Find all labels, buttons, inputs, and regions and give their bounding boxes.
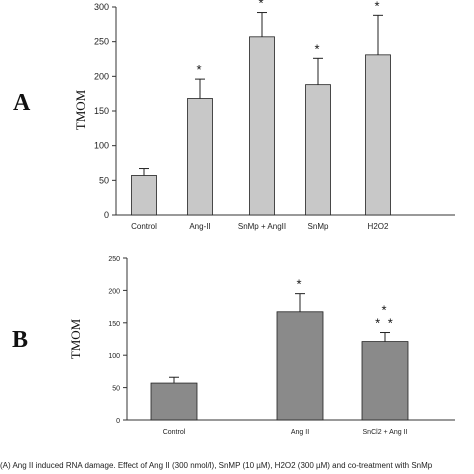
x-tick-label: Control — [163, 429, 186, 436]
significance-marker: * — [196, 62, 203, 77]
bar — [305, 84, 331, 216]
bar — [150, 382, 198, 421]
x-tick-label: SnMp + AngII — [238, 222, 286, 231]
bar — [249, 36, 275, 216]
y-tick-label: 0 — [116, 418, 120, 425]
y-tick-label: 250 — [94, 37, 109, 47]
significance-marker: * — [374, 0, 381, 13]
bar — [365, 54, 391, 216]
y-axis-label: TMOM — [73, 89, 88, 130]
y-tick-label: 250 — [108, 256, 120, 263]
y-axis-label: TMOM — [68, 318, 83, 359]
bar — [131, 175, 157, 216]
y-tick-label: 200 — [94, 71, 109, 81]
y-tick-label: 0 — [104, 210, 109, 220]
bar — [187, 98, 213, 216]
x-tick-label: H2O2 — [368, 222, 389, 231]
figure-caption: (A) Ang II induced RNA damage. Effect of… — [0, 461, 433, 470]
significance-marker: * — [296, 277, 303, 292]
x-tick-label: SnMp — [308, 222, 329, 231]
x-tick-label: Ang-II — [189, 222, 210, 231]
y-tick-label: 100 — [108, 353, 120, 360]
y-tick-label: 150 — [94, 106, 109, 116]
x-tick-label: SnCl2 + Ang II — [363, 429, 408, 436]
panel-label: A — [13, 90, 31, 116]
chart-panel-a: A TMOM 0 50 100 150 200 250 300 Control * Ang-II * Sn… — [13, 0, 455, 231]
significance-marker: * * — [375, 316, 395, 331]
y-tick-label: 50 — [112, 386, 120, 393]
y-tick-label: 50 — [99, 175, 109, 185]
y-tick-label: 100 — [94, 141, 109, 151]
x-tick-label: Control — [131, 222, 157, 231]
panel-label: B — [12, 327, 28, 353]
y-tick-label: 150 — [108, 321, 120, 328]
x-tick-label: Ang II — [291, 429, 309, 436]
y-tick-label: 300 — [94, 2, 109, 12]
bar — [361, 341, 409, 421]
significance-marker: * — [258, 0, 265, 11]
significance-marker: * — [314, 41, 321, 56]
y-tick-label: 200 — [108, 288, 120, 295]
significance-marker: * — [381, 303, 388, 318]
bar — [276, 311, 324, 421]
